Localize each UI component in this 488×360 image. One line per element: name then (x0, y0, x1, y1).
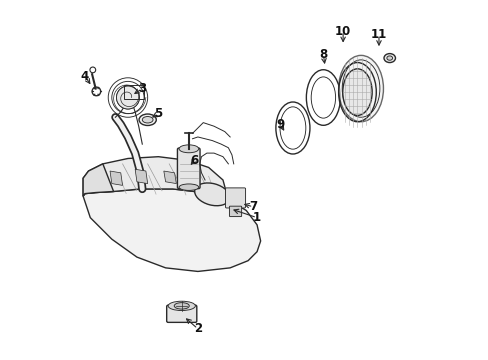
FancyBboxPatch shape (229, 206, 241, 217)
FancyBboxPatch shape (166, 305, 196, 322)
Polygon shape (83, 164, 113, 196)
Ellipse shape (179, 145, 198, 153)
Ellipse shape (142, 117, 153, 123)
Polygon shape (135, 169, 147, 184)
Text: 11: 11 (370, 28, 386, 41)
Ellipse shape (139, 114, 156, 126)
Text: 7: 7 (249, 201, 257, 213)
Ellipse shape (383, 54, 395, 63)
Ellipse shape (342, 69, 371, 116)
Ellipse shape (338, 55, 383, 122)
Text: 6: 6 (190, 154, 198, 167)
Ellipse shape (179, 184, 198, 190)
Polygon shape (83, 189, 260, 271)
Text: 5: 5 (154, 107, 162, 120)
Circle shape (116, 86, 139, 109)
Text: 2: 2 (193, 322, 202, 335)
Ellipse shape (386, 56, 392, 60)
Text: 9: 9 (276, 118, 284, 131)
FancyBboxPatch shape (225, 188, 245, 208)
Polygon shape (163, 171, 176, 184)
Text: 1: 1 (252, 211, 261, 224)
Text: 10: 10 (334, 25, 350, 38)
Ellipse shape (174, 303, 189, 309)
Ellipse shape (168, 301, 195, 311)
Polygon shape (83, 157, 228, 200)
Ellipse shape (194, 183, 229, 206)
FancyBboxPatch shape (177, 148, 200, 189)
Text: 4: 4 (81, 69, 89, 82)
Text: 8: 8 (319, 48, 327, 61)
Polygon shape (110, 171, 122, 185)
Text: 3: 3 (138, 82, 146, 95)
